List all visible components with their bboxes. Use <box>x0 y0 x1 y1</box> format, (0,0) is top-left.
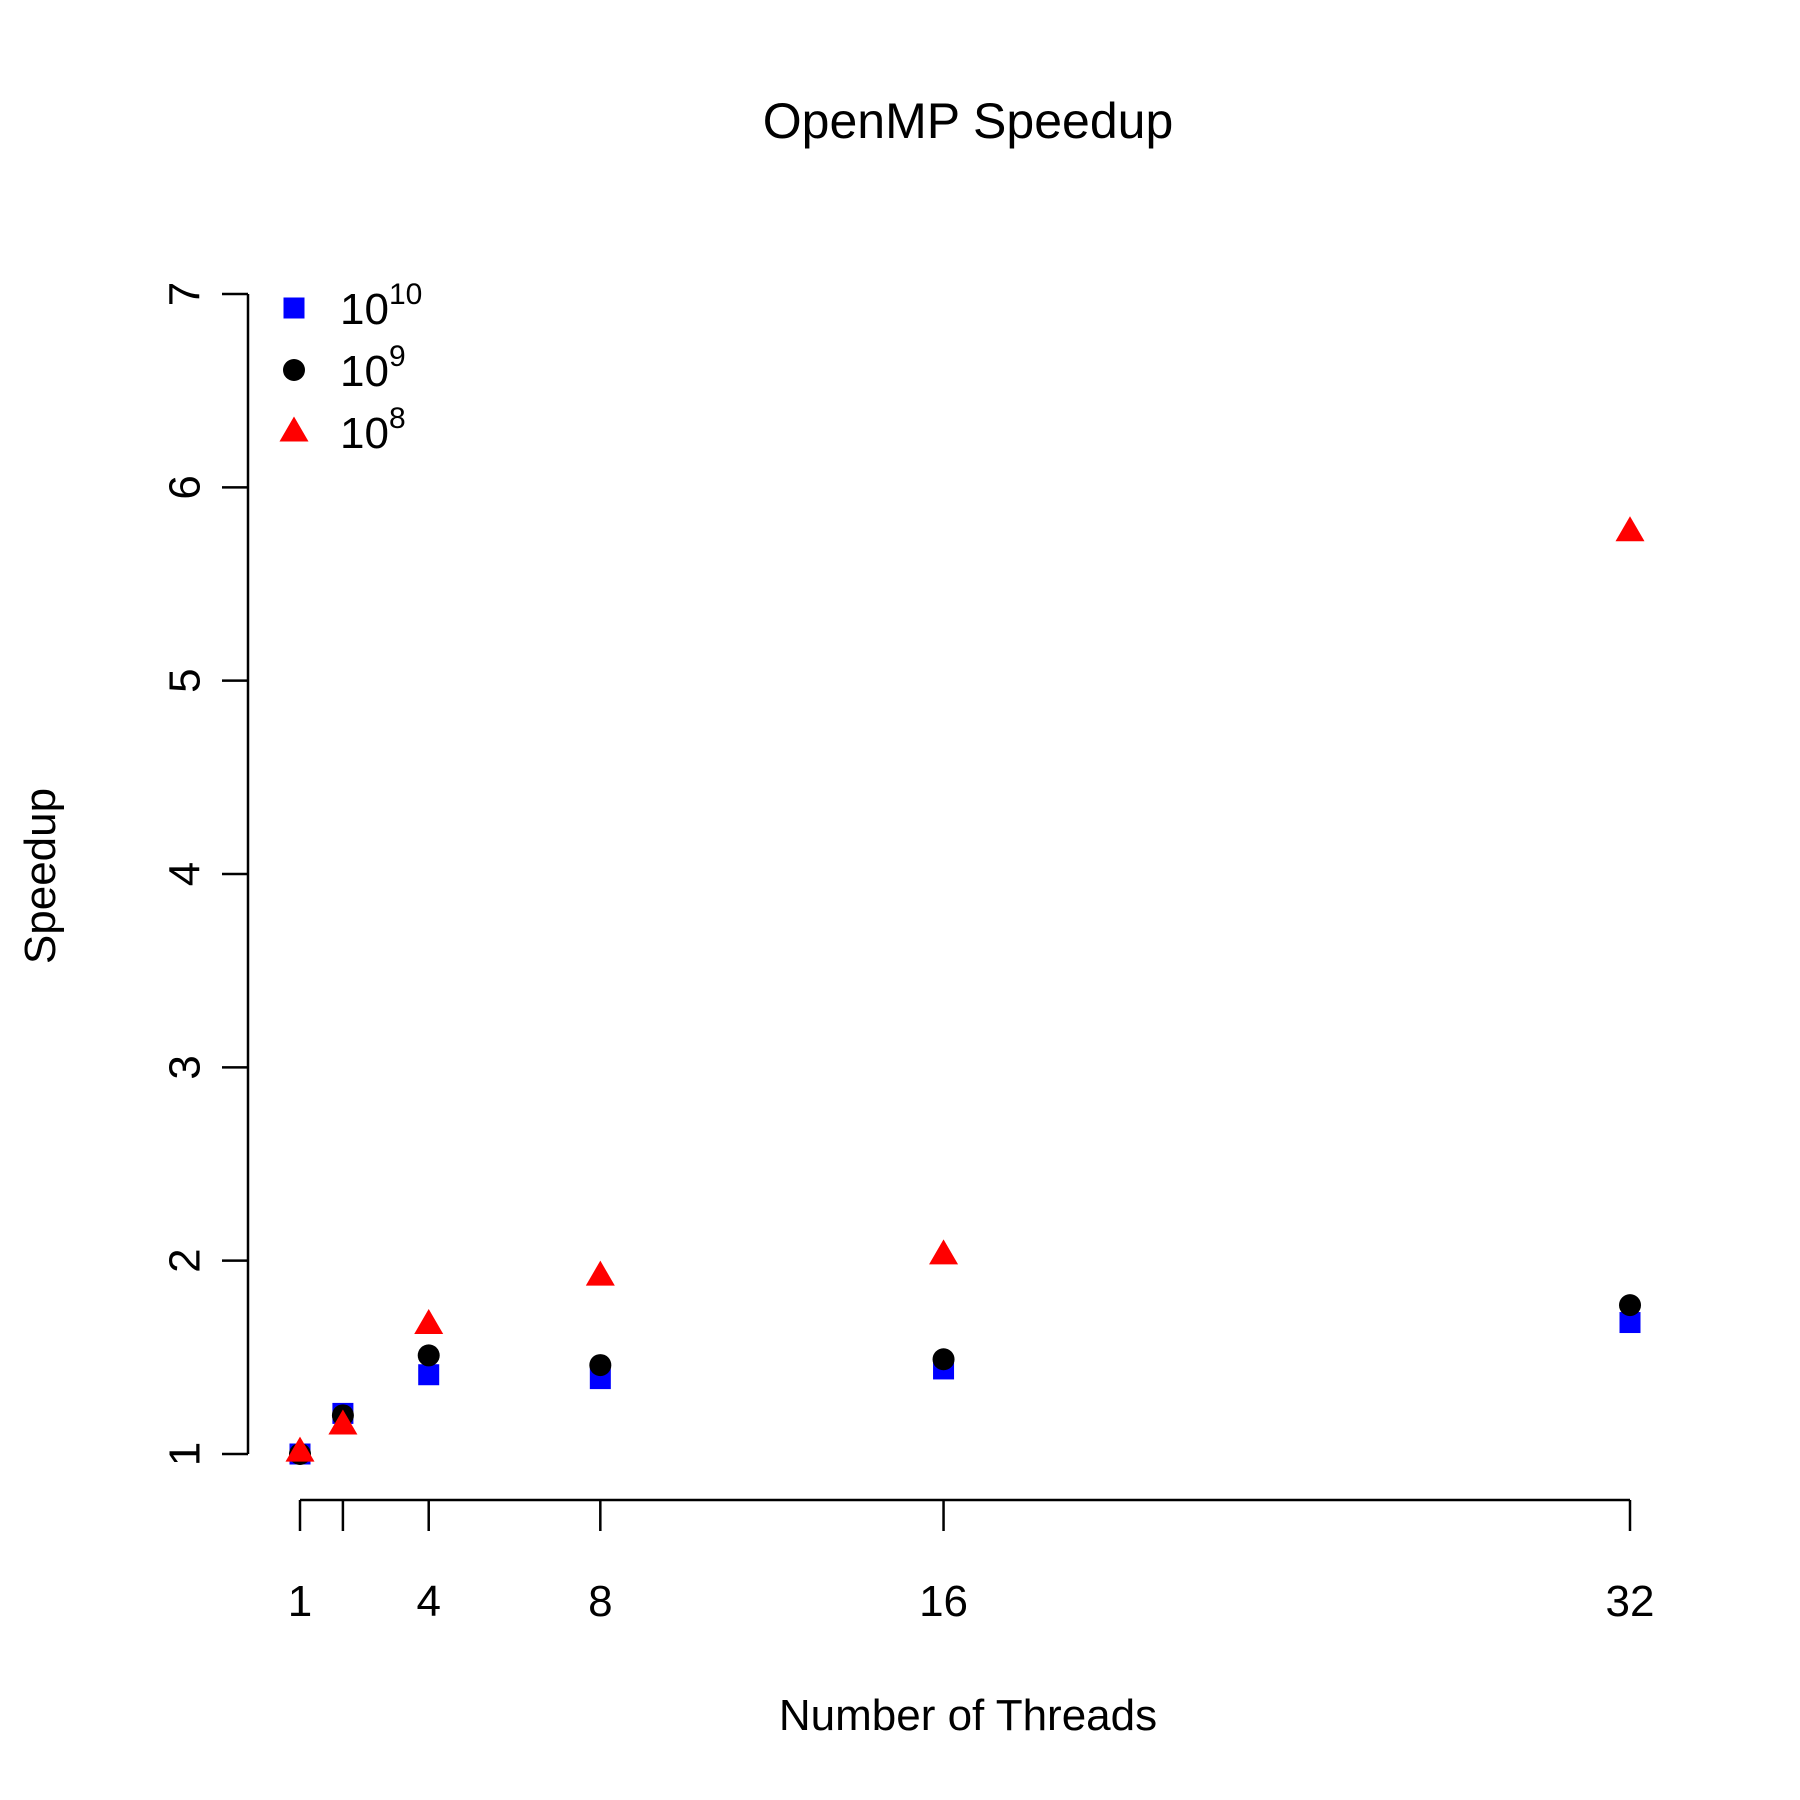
data-point-triangle <box>414 1308 444 1334</box>
data-point-circle <box>589 1354 612 1377</box>
data-point-square <box>1619 1312 1641 1334</box>
legend-label-exponent: 8 <box>389 402 406 435</box>
data-point-square <box>418 1364 440 1386</box>
y-tick-label: 6 <box>160 475 209 499</box>
legend-label: 109 <box>340 340 406 396</box>
data-point-triangle <box>1615 516 1645 542</box>
chart-title: OpenMP Speedup <box>763 93 1174 149</box>
data-point-circle <box>932 1348 955 1371</box>
legend-item: 109 <box>283 340 406 396</box>
legend-marker-triangle <box>279 416 309 442</box>
legend-label-exponent: 9 <box>389 340 406 373</box>
y-tick-label: 5 <box>160 668 209 692</box>
y-tick-label: 2 <box>160 1248 209 1272</box>
data-points <box>285 516 1645 1465</box>
data-point-triangle <box>285 1436 315 1462</box>
x-tick-label: 1 <box>288 1577 312 1626</box>
x-axis-ticks: 1 4 8 16 32 <box>288 1500 1655 1626</box>
data-point-circle <box>417 1344 440 1367</box>
y-tick-label: 4 <box>160 862 209 886</box>
data-point-triangle <box>929 1239 959 1265</box>
legend-marker-square <box>283 297 305 319</box>
y-tick-label: 7 <box>160 282 209 306</box>
y-tick-label: 1 <box>160 1442 209 1466</box>
x-tick-label: 4 <box>416 1577 440 1626</box>
series-triangle <box>285 516 1645 1462</box>
y-axis-label: Speedup <box>16 788 65 964</box>
legend-item: 1010 <box>283 278 422 334</box>
legend-marker-circle <box>283 359 305 381</box>
x-tick-label: 16 <box>919 1577 968 1626</box>
data-point-triangle <box>328 1409 358 1435</box>
legend-item: 108 <box>279 402 406 458</box>
legend-label: 1010 <box>340 278 422 334</box>
data-point-triangle <box>585 1260 615 1286</box>
data-point-circle <box>1619 1294 1641 1317</box>
x-tick-label: 32 <box>1606 1577 1655 1626</box>
x-axis-label: Number of Threads <box>779 1691 1157 1740</box>
legend-label-base: 10 <box>340 347 389 396</box>
legend-label-base: 10 <box>340 409 389 458</box>
legend-label-exponent: 10 <box>389 278 422 311</box>
y-tick-label: 3 <box>160 1055 209 1079</box>
y-axis-ticks: 1 2 3 4 5 6 7 <box>160 282 248 1466</box>
legend-label: 108 <box>340 402 406 458</box>
x-tick-label: 8 <box>588 1577 612 1626</box>
legend-label-base: 10 <box>340 285 389 334</box>
